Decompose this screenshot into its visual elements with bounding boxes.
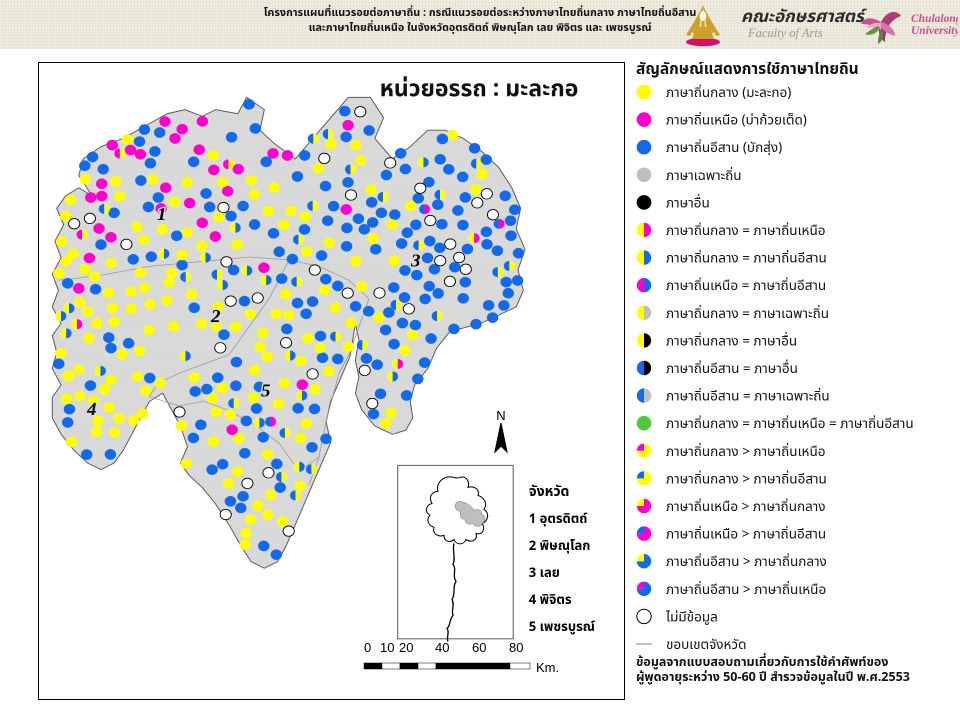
svg-text:ภาษาถิ่นอีสาน (บักสุ่ง): ภาษาถิ่นอีสาน (บักสุ่ง) (666, 139, 782, 159)
svg-text:สัญลักษณ์แสดงการใช้ภาษาไทยถิ่น: สัญลักษณ์แสดงการใช้ภาษาไทยถิ่น (636, 62, 859, 81)
svg-text:ภาษาถิ่นกลาง = ภาษาเฉพาะถิ่น: ภาษาถิ่นกลาง = ภาษาเฉพาะถิ่น (666, 305, 829, 325)
svg-text:1: 1 (157, 204, 166, 223)
svg-text:ขอบเขตจังหวัด: ขอบเขตจังหวัด (666, 636, 746, 656)
svg-text:2: 2 (210, 307, 221, 326)
svg-text:ภาษาถิ่นอีสาน > ภาษาถิ่นกลาง: ภาษาถิ่นอีสาน > ภาษาถิ่นกลาง (666, 553, 827, 573)
svg-text:ภาษาถิ่นอีสาน = ภาษาอื่น: ภาษาถิ่นอีสาน = ภาษาอื่น (666, 359, 798, 380)
svg-text:ภาษาถิ่นเหนือ (บ่าก้วยเต็ด): ภาษาถิ่นเหนือ (บ่าก้วยเต็ด) (666, 111, 807, 131)
svg-text:University: University (911, 25, 958, 37)
svg-text:40: 40 (435, 640, 449, 655)
svg-text:ภาษาถิ่นกลาง = ภาษาถิ่นอีสาน: ภาษาถิ่นกลาง = ภาษาถิ่นอีสาน (666, 249, 827, 269)
svg-text:ภาษาถิ่นกลาง > ภาษาถิ่นเหนือ: ภาษาถิ่นกลาง > ภาษาถิ่นเหนือ (666, 443, 826, 463)
svg-text:N: N (496, 408, 505, 423)
svg-text:ภาษาถิ่นกลาง > ภาษาถิ่นอีสาน: ภาษาถิ่นกลาง > ภาษาถิ่นอีสาน (666, 470, 827, 490)
svg-text:ภาษาถิ่นอีสาน = ภาษาเฉพาะถิ่น: ภาษาถิ่นอีสาน = ภาษาเฉพาะถิ่น (666, 387, 830, 407)
svg-text:20: 20 (399, 640, 413, 655)
svg-text:10: 10 (380, 640, 394, 655)
svg-text:4: 4 (86, 400, 97, 419)
svg-text:4 พิจิตร: 4 พิจิตร (529, 590, 572, 610)
svg-text:0: 0 (364, 640, 371, 655)
svg-text:ภาษาถิ่นอีสาน > ภาษาถิ่นเหนือ: ภาษาถิ่นอีสาน > ภาษาถิ่นเหนือ (666, 581, 826, 601)
svg-text:5 เพชรบูรณ์: 5 เพชรบูรณ์ (529, 617, 595, 637)
svg-text:80: 80 (509, 640, 523, 655)
svg-text:60: 60 (472, 640, 486, 655)
svg-text:ภาษาถิ่นเหนือ > ภาษาถิ่นอีสาน: ภาษาถิ่นเหนือ > ภาษาถิ่นอีสาน (666, 525, 826, 545)
svg-text:ไม่มีข้อมูล: ไม่มีข้อมูล (665, 608, 718, 628)
svg-text:2 พิษณุโลก: 2 พิษณุโลก (529, 536, 591, 556)
svg-text:ภาษาอื่น: ภาษาอื่น (666, 193, 710, 214)
svg-text:Chulalongkorn: Chulalongkorn (911, 13, 958, 25)
svg-text:ภาษาถิ่นเหนือ = ภาษาถิ่นอีสาน: ภาษาถิ่นเหนือ = ภาษาถิ่นอีสาน (666, 277, 826, 297)
svg-text:ภาษาถิ่นกลาง = ภาษาอื่น: ภาษาถิ่นกลาง = ภาษาอื่น (666, 331, 797, 352)
svg-text:จังหวัด: จังหวัด (529, 482, 570, 503)
svg-text:ภาษาถิ่นกลาง (มะละกอ): ภาษาถิ่นกลาง (มะละกอ) (666, 84, 791, 104)
svg-text:1 อุตรดิตถ์: 1 อุตรดิตถ์ (529, 509, 588, 529)
svg-text:Km.: Km. (536, 660, 559, 675)
svg-text:3 เลย: 3 เลย (529, 563, 560, 583)
svg-text:ภาษาถิ่นเหนือ > ภาษาถิ่นกลาง: ภาษาถิ่นเหนือ > ภาษาถิ่นกลาง (666, 498, 826, 518)
svg-text:ภาษาเฉพาะถิ่น: ภาษาเฉพาะถิ่น (666, 167, 742, 187)
svg-text:5: 5 (261, 381, 270, 400)
svg-text:ภาษาถิ่นกลาง = ภาษาถิ่นเหนือ =: ภาษาถิ่นกลาง = ภาษาถิ่นเหนือ = ภาษาถิ่นอ… (666, 415, 914, 435)
svg-text:ภาษาถิ่นกลาง = ภาษาถิ่นเหนือ: ภาษาถิ่นกลาง = ภาษาถิ่นเหนือ (666, 222, 826, 242)
svg-text:Faculty of Arts: Faculty of Arts (747, 26, 823, 40)
svg-text:3: 3 (410, 251, 421, 270)
